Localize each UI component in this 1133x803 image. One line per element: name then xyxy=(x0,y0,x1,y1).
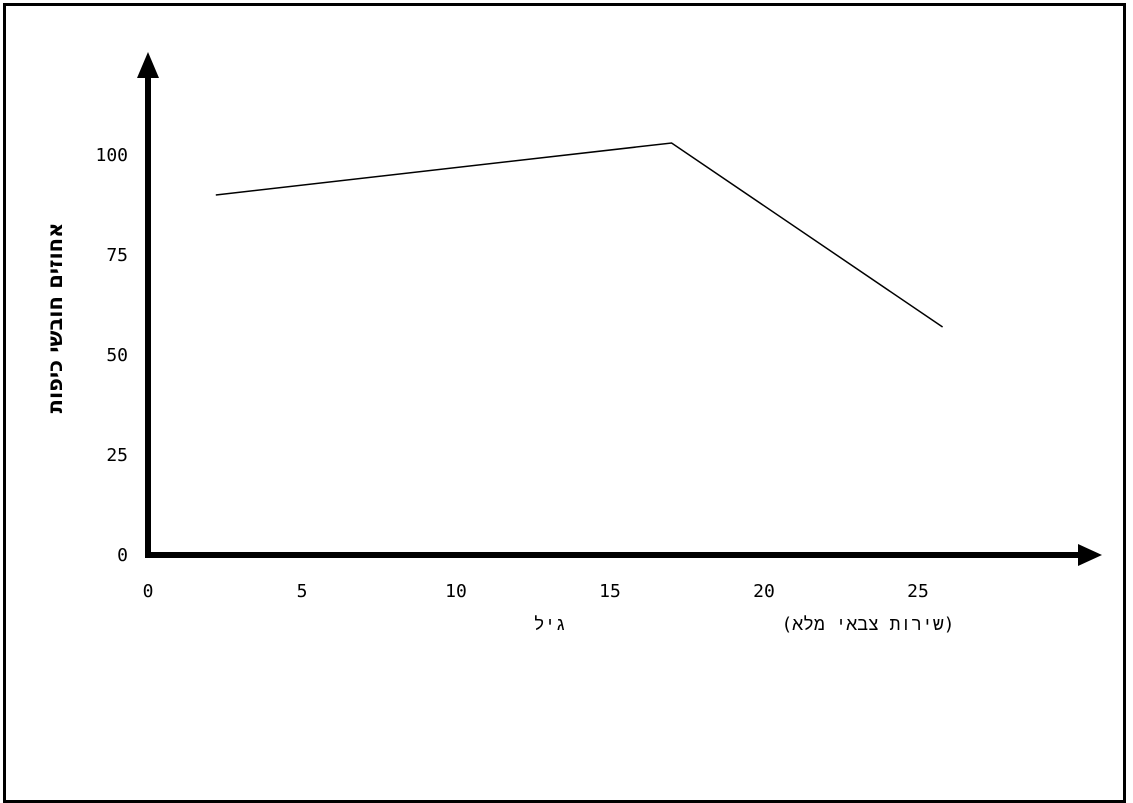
y-tick-label: 25 xyxy=(106,445,128,466)
x-tick-label: 20 xyxy=(753,581,775,602)
x-tick-label: 15 xyxy=(599,581,621,602)
x-tick-label: 25 xyxy=(907,581,929,602)
series-line xyxy=(215,142,944,328)
y-axis-arrow xyxy=(137,52,159,78)
y-tick-label: 100 xyxy=(95,145,128,166)
x-axis-label: גיל xyxy=(534,614,566,635)
series xyxy=(215,142,944,328)
y-tick-label: 0 xyxy=(117,545,128,566)
y-tick-label: 75 xyxy=(106,245,128,266)
y-tick-label: 50 xyxy=(106,345,128,366)
x-tick-label: 0 xyxy=(143,581,154,602)
y-axis-label: אחוזים חובשי כיפות xyxy=(43,223,67,414)
x-tick-label: 5 xyxy=(297,581,308,602)
x-axis-arrow xyxy=(1078,544,1102,566)
x-tick-label: 10 xyxy=(445,581,467,602)
x-axis-annotation: (שירות צבאי מלא) xyxy=(782,614,955,635)
axes xyxy=(137,52,1102,566)
tick-labels: 0 5 10 15 20 25 0 25 50 75 100 xyxy=(95,145,928,602)
